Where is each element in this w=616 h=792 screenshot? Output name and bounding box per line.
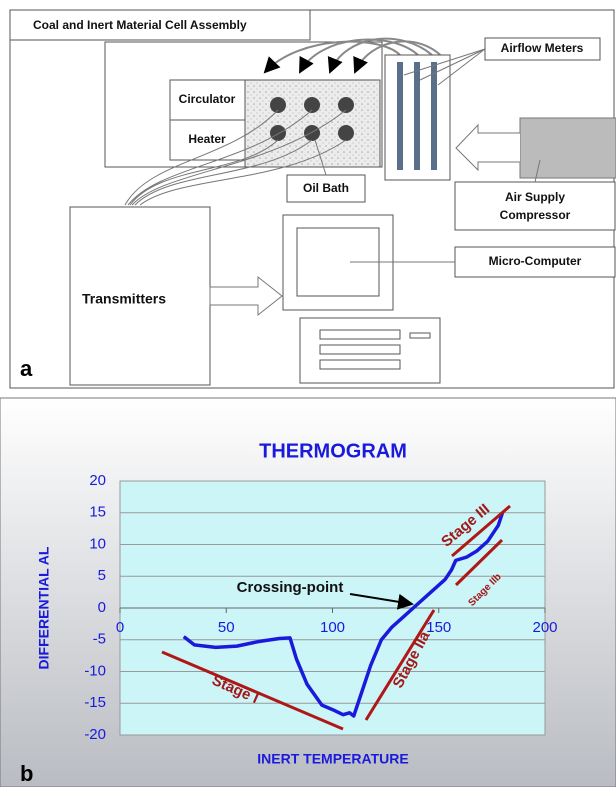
chart-title: THERMOGRAM bbox=[259, 440, 407, 462]
panel-label: b bbox=[20, 761, 33, 786]
y-tick-label: 15 bbox=[89, 504, 106, 521]
compressor bbox=[520, 118, 616, 178]
compressor-label: Air Supply bbox=[505, 190, 565, 204]
oil-bath-label: Oil Bath bbox=[303, 181, 349, 195]
y-tick-label: -10 bbox=[84, 662, 106, 679]
y-tick-label: 5 bbox=[98, 567, 106, 584]
figure: Coal and Inert Material Cell Assembly Ci… bbox=[0, 0, 616, 787]
x-tick-label: 0 bbox=[116, 619, 124, 636]
y-tick-label: 20 bbox=[89, 472, 106, 489]
y-tick-label: 10 bbox=[89, 535, 106, 552]
x-tick-label: 200 bbox=[532, 619, 557, 636]
panel-label: a bbox=[20, 356, 33, 381]
oil-bath bbox=[245, 80, 380, 167]
panel-a: Coal and Inert Material Cell Assembly Ci… bbox=[10, 10, 616, 388]
y-tick-label: -5 bbox=[93, 631, 106, 648]
y-tick-label: 0 bbox=[98, 599, 106, 616]
y-tick-label: -15 bbox=[84, 694, 106, 711]
diagram-title: Coal and Inert Material Cell Assembly bbox=[33, 18, 247, 32]
page: Coal and Inert Material Cell Assembly Ci… bbox=[0, 0, 616, 792]
transmitters-label: Transmitters bbox=[82, 291, 166, 307]
annotation: Crossing-point bbox=[237, 579, 344, 596]
y-axis-label: DIFFERENTIAL AL bbox=[36, 546, 52, 669]
compressor-label: Compressor bbox=[500, 208, 571, 222]
y-tick-label: -20 bbox=[84, 726, 106, 743]
x-tick-label: 150 bbox=[426, 619, 451, 636]
airflow-label: Airflow Meters bbox=[501, 41, 584, 55]
heater-label: Heater bbox=[188, 132, 226, 146]
x-tick-label: 100 bbox=[320, 619, 345, 636]
x-axis-label: INERT TEMPERATURE bbox=[257, 751, 408, 767]
computer-label: Micro-Computer bbox=[489, 254, 582, 268]
x-tick-label: 50 bbox=[218, 619, 235, 636]
circulator-label: Circulator bbox=[179, 92, 236, 106]
